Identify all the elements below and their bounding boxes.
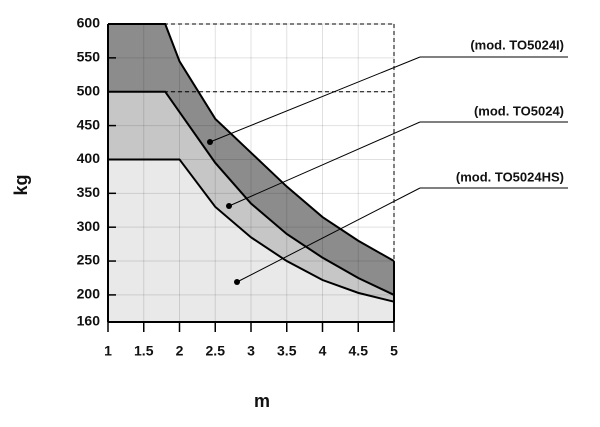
series-label: (mod. TO5024HS) [456,169,564,184]
x-tick-label: 4.5 [349,343,369,359]
y-tick-label: 250 [77,252,101,268]
leader-line [236,187,421,283]
y-tick-label: 600 [77,15,101,31]
y-tick-label: 550 [77,49,101,65]
area-outline [108,23,395,262]
area [108,159,394,322]
y-tick-label: 350 [77,184,101,200]
x-tick-label: 1.5 [134,343,154,359]
leader-line [209,56,421,143]
x-axis-label: m [254,391,270,411]
series-label: (mod. TO5024I) [470,37,564,52]
y-tick-label: 400 [77,150,101,166]
x-tick-label: 5 [390,343,398,359]
y-tick-label: 160 [77,313,101,329]
y-axis-label: kg [11,174,31,195]
x-tick-label: 2.5 [206,343,226,359]
x-tick-label: 2 [176,343,184,359]
x-tick-label: 3 [247,343,255,359]
leader-dot [207,139,213,145]
y-tick-label: 450 [77,116,101,132]
leader-line [228,121,421,207]
leader-dot [234,279,240,285]
y-tick-label: 300 [77,218,101,234]
series-label: (mod. TO5024) [474,103,564,118]
leader-dot [226,203,232,209]
area-outline [108,90,395,296]
x-tick-label: 3.5 [277,343,297,359]
x-tick-label: 4 [319,343,327,359]
y-tick-label: 500 [77,82,101,98]
area-outline [108,158,395,303]
x-tick-label: 1 [104,343,112,359]
y-tick-label: 200 [77,286,101,302]
